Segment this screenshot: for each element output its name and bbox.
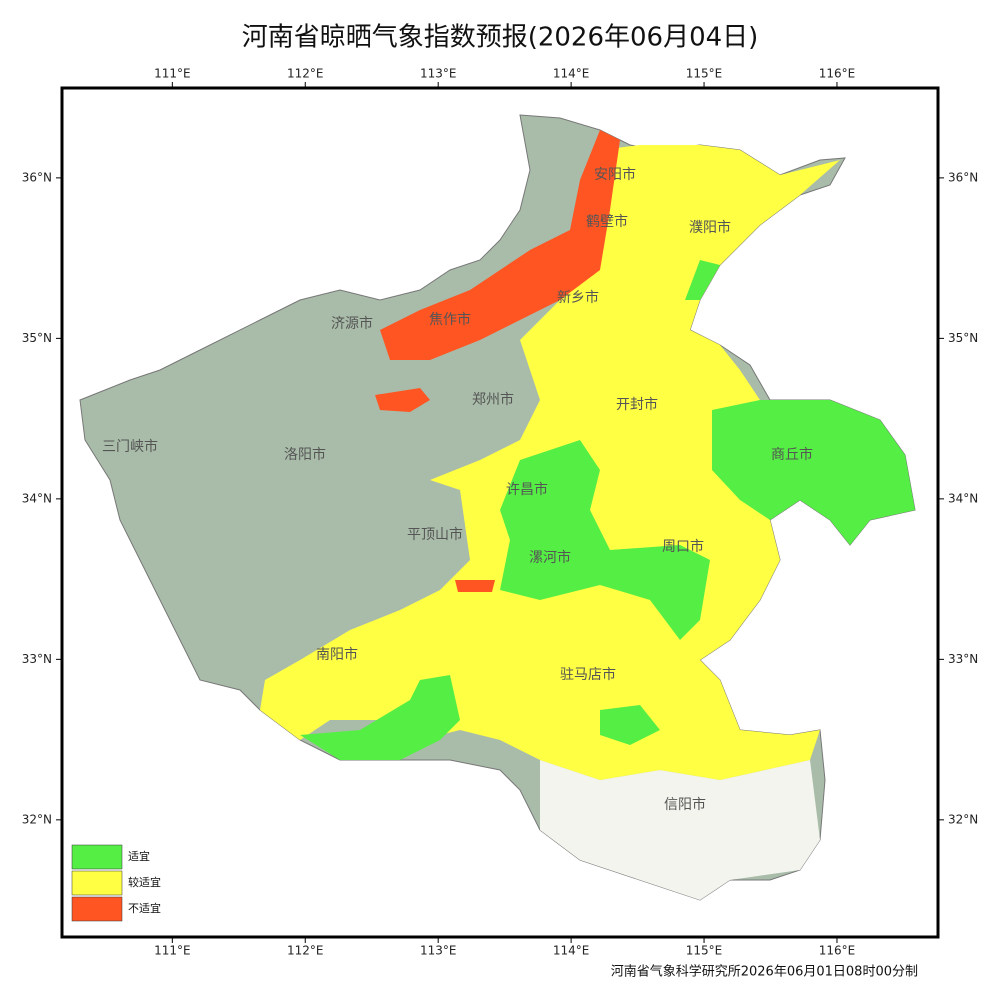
region-unsuitable — [380, 130, 620, 360]
lon-tick-label: 111°E — [154, 67, 191, 81]
region-suitable — [712, 400, 915, 545]
lon-tick-label: 116°E — [819, 944, 856, 958]
legend-swatch — [71, 844, 123, 870]
region-suitable — [600, 705, 660, 745]
legend-swatch — [71, 870, 123, 896]
region-suitable — [500, 440, 710, 640]
footer-note: 河南省气象科学研究所2026年06月01日08时00分制 — [611, 964, 918, 980]
lon-tick-label: 112°E — [287, 67, 324, 81]
city-label: 驻马店市 — [560, 666, 616, 683]
lon-tick-label: 112°E — [287, 944, 324, 958]
legend-swatch — [71, 896, 123, 922]
city-label: 三门峡市 — [102, 438, 158, 455]
legend-label: 适宜 — [128, 849, 150, 863]
lat-tick-label: 32°N — [948, 812, 978, 826]
region-unsuitable — [375, 388, 430, 412]
legend-label: 较适宜 — [128, 875, 161, 889]
city-label: 郑州市 — [472, 391, 514, 408]
city-label: 新乡市 — [557, 289, 599, 306]
lat-tick-label: 35°N — [948, 331, 978, 345]
city-label: 开封市 — [616, 396, 658, 413]
lon-tick-label: 115°E — [686, 67, 723, 81]
city-label: 洛阳市 — [284, 446, 326, 463]
lon-tick-label: 116°E — [819, 67, 856, 81]
city-label: 漯河市 — [529, 549, 571, 566]
region-suitable — [685, 260, 720, 300]
lat-tick-label: 33°N — [22, 652, 52, 666]
lat-tick-label: 34°N — [22, 491, 52, 505]
city-label: 濮阳市 — [689, 219, 731, 236]
lat-tick-label: 32°N — [22, 812, 52, 826]
city-label: 南阳市 — [316, 646, 358, 663]
city-label: 焦作市 — [429, 311, 471, 328]
south-plain — [540, 760, 820, 900]
city-label: 济源市 — [331, 315, 373, 332]
region-suitable — [300, 675, 460, 760]
city-label: 平顶山市 — [407, 526, 463, 543]
lat-tick-label: 35°N — [22, 331, 52, 345]
lon-tick-label: 113°E — [420, 67, 457, 81]
region-unsuitable — [455, 580, 495, 592]
lon-tick-label: 114°E — [553, 67, 590, 81]
lon-tick-label: 113°E — [420, 944, 457, 958]
lat-tick-label: 34°N — [948, 491, 978, 505]
map-title: 河南省晾晒气象指数预报(2026年06月04日) — [242, 23, 759, 53]
city-label: 许昌市 — [506, 481, 548, 498]
city-label: 信阳市 — [664, 796, 706, 813]
lon-tick-label: 115°E — [686, 944, 723, 958]
city-label: 周口市 — [662, 538, 704, 555]
city-label: 安阳市 — [594, 166, 636, 183]
legend-label: 不适宜 — [128, 901, 161, 915]
lat-tick-label: 33°N — [948, 652, 978, 666]
lat-tick-label: 36°N — [948, 170, 978, 184]
city-label: 商丘市 — [771, 446, 813, 463]
lon-tick-label: 111°E — [154, 944, 191, 958]
lon-tick-label: 114°E — [553, 944, 590, 958]
city-label: 鹤壁市 — [586, 213, 628, 230]
lat-tick-label: 36°N — [22, 170, 52, 184]
